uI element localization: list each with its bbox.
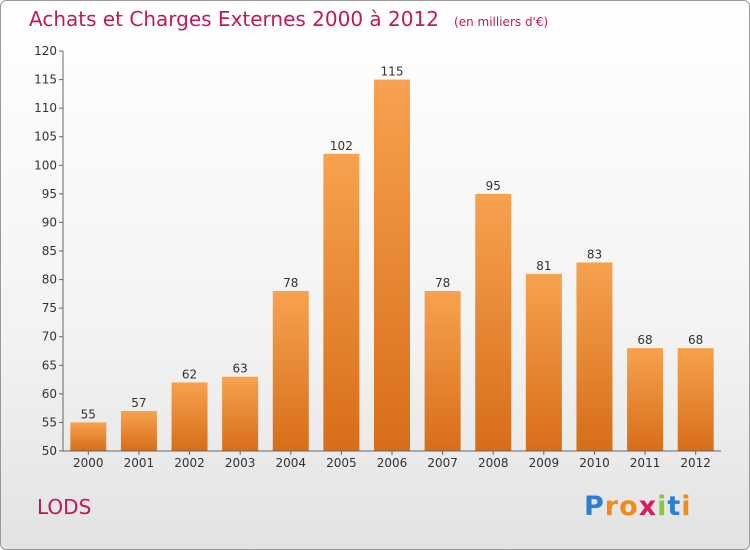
y-tick-label: 105 — [34, 130, 57, 144]
y-tick-label: 100 — [34, 158, 57, 172]
logo-letter: i — [681, 491, 692, 522]
bar-value-label: 81 — [536, 259, 551, 273]
y-tick-label: 60 — [42, 387, 57, 401]
x-tick-label: 2008 — [478, 456, 509, 470]
proxiti-logo: Proxiti — [584, 491, 692, 522]
bar-value-label: 68 — [637, 333, 652, 347]
bar-2010 — [576, 262, 613, 451]
x-tick-label: 2001 — [124, 456, 155, 470]
y-tick-label: 85 — [42, 244, 57, 258]
bar-2009 — [525, 273, 562, 451]
bar-value-label: 102 — [330, 139, 353, 153]
title-row: Achats et Charges Externes 2000 à 2012 (… — [29, 7, 548, 31]
bar-value-label: 78 — [283, 276, 298, 290]
logo-letter: r — [604, 491, 620, 522]
x-tick-label: 2005 — [326, 456, 357, 470]
x-tick-label: 2003 — [225, 456, 256, 470]
x-tick-label: 2000 — [73, 456, 104, 470]
y-tick-label: 115 — [34, 73, 57, 87]
bar-value-label: 95 — [486, 179, 501, 193]
chart-title: Achats et Charges Externes 2000 à 2012 — [29, 7, 439, 31]
y-tick-label: 70 — [42, 330, 57, 344]
y-tick-label: 55 — [42, 415, 57, 429]
y-tick-label: 75 — [42, 301, 57, 315]
bar-value-label: 78 — [435, 276, 450, 290]
bar-2006 — [374, 79, 410, 452]
y-tick-label: 80 — [42, 273, 57, 287]
y-tick-label: 50 — [42, 444, 57, 458]
bar-value-label: 68 — [688, 333, 703, 347]
y-tick-label: 110 — [34, 101, 57, 115]
bar-2008 — [475, 193, 512, 451]
chart-subtitle: (en milliers d'€) — [454, 15, 549, 29]
y-tick-label: 65 — [42, 358, 57, 372]
logo-letter: P — [584, 491, 605, 522]
x-tick-label: 2009 — [529, 456, 560, 470]
logo-letter: o — [619, 491, 639, 522]
bar-value-label: 63 — [233, 362, 248, 376]
y-tick-label: 90 — [42, 215, 57, 229]
x-tick-label: 2006 — [377, 456, 408, 470]
x-tick-label: 2010 — [579, 456, 610, 470]
logo-letter: i — [657, 491, 668, 522]
commune-name: LODS — [37, 495, 92, 519]
y-tick-label: 120 — [34, 44, 57, 58]
bar-value-label: 62 — [182, 367, 197, 381]
bar-value-label: 115 — [381, 65, 404, 79]
x-tick-label: 2002 — [174, 456, 205, 470]
y-tick-label: 95 — [42, 187, 57, 201]
x-tick-label: 2007 — [427, 456, 458, 470]
bar-2003 — [222, 376, 259, 451]
x-tick-label: 2012 — [680, 456, 711, 470]
bar-2011 — [627, 348, 664, 451]
logo-letter: x — [638, 491, 658, 522]
bar-2005 — [323, 153, 360, 451]
bar-2002 — [171, 382, 208, 451]
logo-letter: t — [667, 491, 682, 522]
bar-2001 — [120, 411, 157, 451]
bar-2004 — [272, 291, 309, 451]
bar-2000 — [70, 422, 107, 451]
bar-2007 — [424, 291, 461, 451]
bar-value-label: 55 — [81, 407, 96, 421]
bar-value-label: 83 — [587, 247, 602, 261]
x-tick-label: 2004 — [275, 456, 306, 470]
x-tick-label: 2011 — [630, 456, 661, 470]
bar-2012 — [677, 348, 714, 451]
bar-value-label: 57 — [131, 396, 146, 410]
